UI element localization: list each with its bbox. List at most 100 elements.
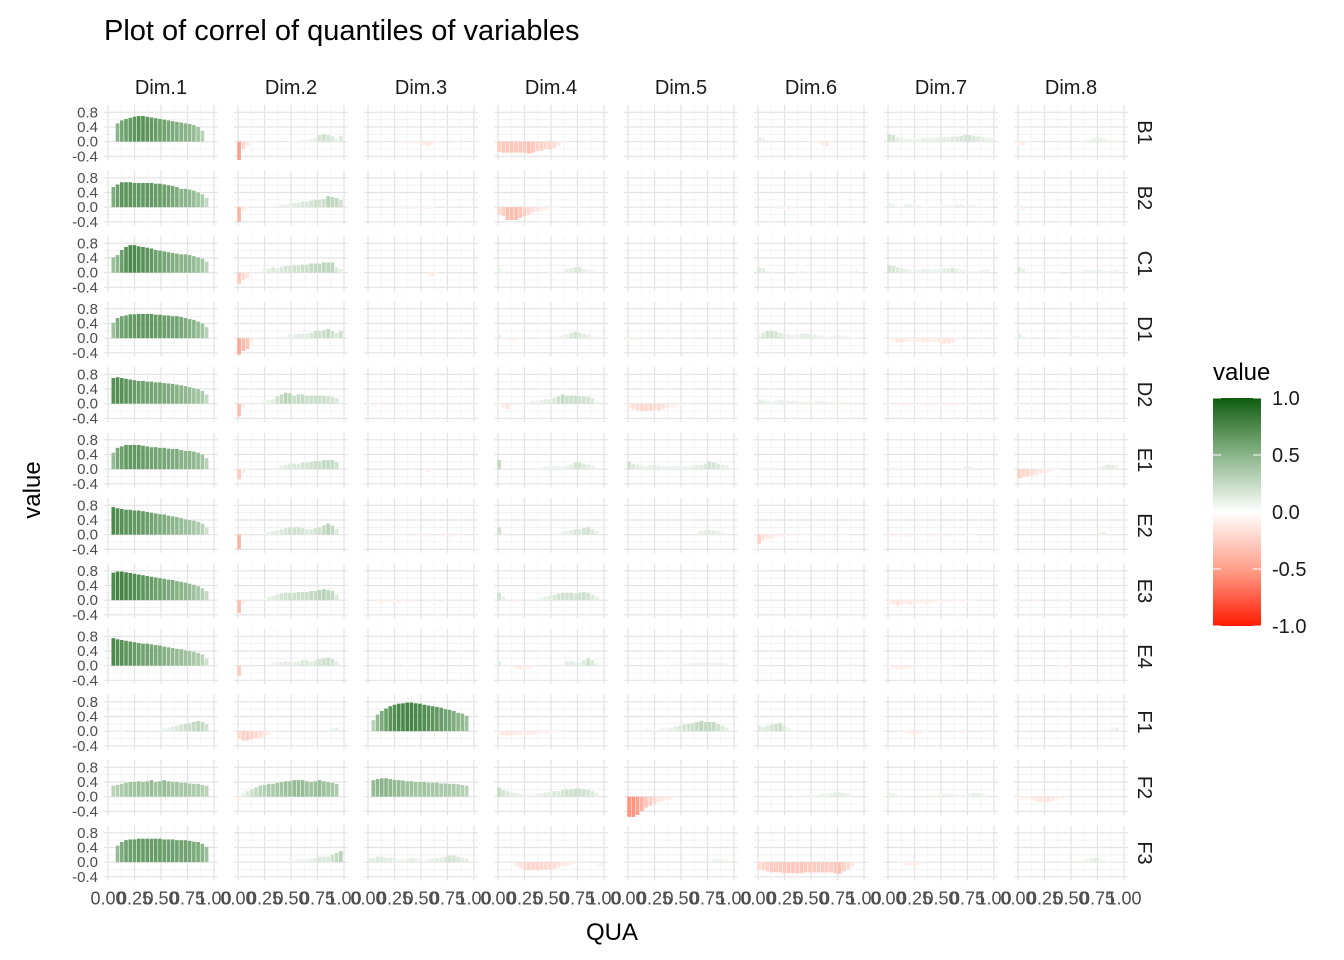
- bar: [908, 204, 913, 208]
- bar: [765, 534, 770, 540]
- bar: [942, 268, 947, 273]
- bar: [912, 665, 917, 668]
- bar: [119, 316, 124, 339]
- bar: [899, 534, 904, 537]
- bar: [887, 203, 891, 208]
- bar: [565, 334, 569, 339]
- bar: [170, 782, 175, 797]
- bar: [326, 782, 330, 797]
- bar: [175, 253, 179, 273]
- bar: [1038, 600, 1043, 602]
- bar: [778, 796, 783, 799]
- bar: [769, 271, 774, 273]
- bar: [837, 401, 842, 404]
- bar: [1089, 336, 1093, 339]
- bar: [200, 843, 205, 863]
- bar: [599, 731, 603, 734]
- bar: [196, 321, 200, 339]
- bar: [1114, 860, 1119, 863]
- bar: [912, 138, 917, 142]
- bar: [652, 464, 657, 470]
- bar: [522, 793, 527, 797]
- bar: [501, 141, 506, 153]
- bar: [548, 399, 552, 404]
- bar: [279, 204, 284, 208]
- bar: [254, 141, 258, 143]
- bar: [158, 514, 162, 535]
- bar: [128, 444, 133, 470]
- bar: [384, 778, 388, 797]
- bar: [241, 338, 246, 351]
- bar: [313, 330, 318, 339]
- y-tick-label: -0.4: [72, 541, 98, 558]
- bar: [635, 338, 640, 340]
- bar: [204, 846, 209, 863]
- bar: [594, 531, 599, 535]
- bar: [573, 267, 578, 273]
- bar: [963, 794, 968, 797]
- bar: [795, 534, 800, 537]
- bar: [1017, 796, 1021, 799]
- facet-row-label: F2: [1133, 776, 1155, 799]
- bar: [912, 600, 917, 604]
- facet-panel: [234, 367, 348, 422]
- bar: [895, 534, 900, 537]
- bar: [237, 403, 241, 417]
- bar: [266, 783, 271, 797]
- bar: [569, 332, 573, 339]
- bar: [699, 531, 703, 535]
- bar: [192, 451, 196, 470]
- bar: [837, 270, 842, 273]
- bar: [921, 665, 925, 668]
- bar: [392, 858, 397, 863]
- x-tick-label: 0.25: [767, 889, 802, 909]
- bar: [774, 467, 778, 470]
- bar: [795, 334, 800, 339]
- bar: [271, 595, 275, 601]
- bar: [707, 859, 712, 863]
- bar: [950, 793, 955, 797]
- bar: [1055, 796, 1060, 800]
- bar: [552, 862, 557, 869]
- bar: [426, 141, 431, 147]
- facet-panel: [234, 498, 348, 553]
- bar: [200, 323, 205, 339]
- bar: [556, 593, 561, 601]
- bar: [396, 703, 401, 732]
- bar: [305, 529, 309, 535]
- bar: [175, 840, 179, 863]
- bar: [187, 840, 192, 863]
- facet-panel: [234, 236, 348, 291]
- bar: [594, 793, 599, 797]
- bar: [577, 529, 582, 535]
- bar: [409, 469, 414, 471]
- bar: [543, 862, 548, 870]
- bar: [132, 182, 137, 208]
- bar: [322, 589, 326, 601]
- bar: [539, 862, 544, 871]
- bar: [573, 529, 578, 535]
- facet-panel: [234, 301, 348, 357]
- bar: [334, 853, 339, 863]
- bar: [946, 665, 951, 667]
- bar: [560, 790, 565, 797]
- bar: [552, 336, 557, 339]
- bar: [1021, 796, 1026, 799]
- bar: [317, 135, 322, 142]
- bar: [514, 600, 518, 603]
- bar: [573, 395, 578, 404]
- bar: [782, 725, 787, 732]
- bar: [548, 595, 552, 601]
- bar: [200, 784, 205, 797]
- bar: [128, 509, 133, 535]
- bar: [145, 182, 150, 208]
- x-tick-label: 1.00: [846, 889, 881, 909]
- bar: [531, 665, 535, 668]
- bar: [162, 839, 167, 863]
- bar: [1093, 336, 1098, 339]
- bar: [326, 657, 330, 666]
- bar: [409, 141, 414, 144]
- bar: [921, 534, 925, 537]
- bar: [946, 534, 951, 537]
- bar: [1017, 141, 1021, 145]
